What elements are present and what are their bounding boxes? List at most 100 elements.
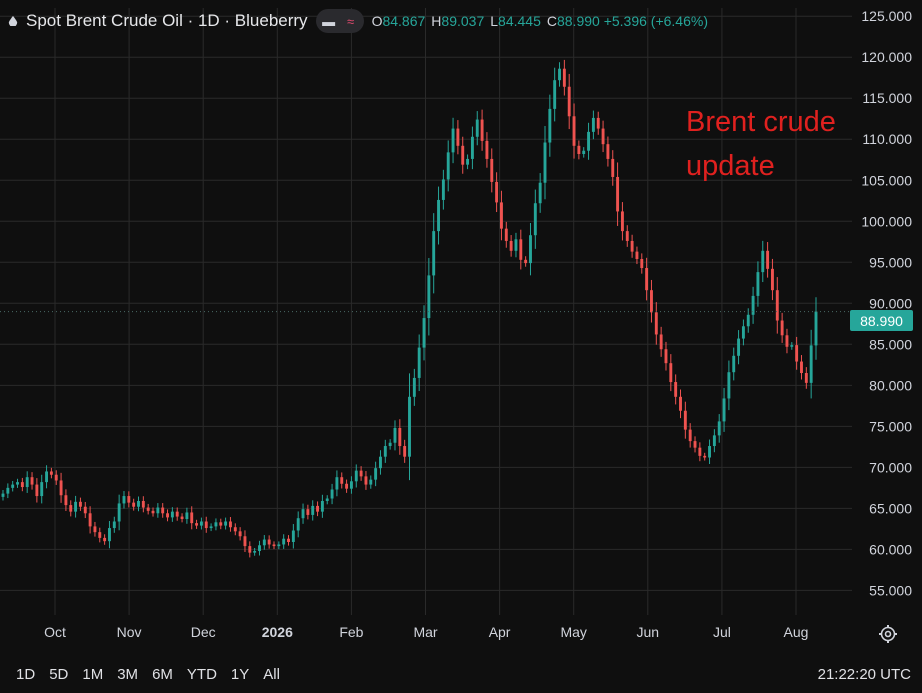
- y-tick-label: 90.000: [869, 295, 912, 311]
- candle-body: [311, 505, 315, 515]
- candle-body: [499, 202, 503, 229]
- candle-body: [262, 539, 266, 546]
- candle-body: [558, 68, 561, 81]
- y-tick-label: 125.000: [861, 8, 912, 24]
- candle-body: [533, 203, 537, 236]
- candle-body: [345, 483, 349, 489]
- candle-body: [470, 136, 474, 159]
- candle-body: [272, 544, 276, 547]
- candle-body: [746, 314, 750, 327]
- candle-body: [112, 521, 116, 529]
- chart-title[interactable]: Spot Brent Crude Oil · 1D · Blueberry: [26, 11, 308, 30]
- ohlc-close: C88.990 +5.396 (+6.46%): [546, 13, 708, 29]
- candle-body: [698, 447, 702, 456]
- candle-body: [529, 235, 532, 264]
- y-tick-label: 95.000: [869, 254, 912, 270]
- candle-body: [35, 484, 39, 497]
- oil-drop-icon: [8, 16, 18, 26]
- candle-body: [166, 513, 169, 518]
- candle-body: [761, 250, 765, 273]
- candle-body: [606, 144, 610, 159]
- candle-body: [785, 335, 789, 347]
- candle-body: [108, 528, 111, 542]
- candle-body: [151, 510, 155, 514]
- x-tick-label: Dec: [191, 624, 216, 640]
- range-button-5d[interactable]: 5D: [49, 666, 69, 683]
- candle-body: [228, 521, 232, 528]
- candle-body: [809, 345, 813, 383]
- minus-icon[interactable]: ▬: [322, 13, 336, 29]
- candle-body: [49, 471, 53, 475]
- candle-body: [451, 128, 455, 153]
- chart-annotation: Brent crude update: [686, 100, 836, 188]
- candle-body: [137, 500, 140, 507]
- candle-body: [393, 427, 397, 443]
- indicator-toggle-group[interactable]: ▬ ≈: [315, 9, 364, 33]
- candle-body: [388, 442, 392, 447]
- candle-body: [437, 199, 440, 232]
- candle-body: [422, 318, 426, 348]
- utc-clock[interactable]: 21:22:20 UTC: [817, 666, 911, 683]
- x-tick-label: Feb: [339, 624, 363, 640]
- candle-body: [88, 513, 92, 527]
- y-tick-label: 70.000: [869, 459, 912, 475]
- candle-body: [316, 505, 320, 512]
- wave-icon[interactable]: ≈: [346, 13, 355, 29]
- candle-body: [258, 545, 261, 552]
- candle-body: [519, 239, 523, 260]
- range-button-1d[interactable]: 1D: [16, 666, 36, 683]
- range-button-1y[interactable]: 1Y: [230, 666, 250, 683]
- candle-body: [335, 477, 339, 490]
- candle-body: [732, 355, 736, 373]
- candle-body: [98, 532, 102, 538]
- last-price-label: 88.990: [850, 310, 913, 331]
- y-tick-label: 75.000: [869, 418, 912, 434]
- candle-body: [6, 487, 10, 494]
- x-tick-label: May: [560, 624, 586, 640]
- annotation-line-2: update: [686, 150, 775, 182]
- ohlc-high: H89.037: [431, 13, 485, 29]
- candle-body: [296, 518, 300, 531]
- candle-body: [441, 179, 445, 200]
- candle-body: [403, 446, 407, 457]
- candle-body: [74, 501, 78, 512]
- candle-body: [674, 382, 678, 397]
- candle-body: [543, 142, 547, 183]
- candle-body: [654, 312, 658, 335]
- y-tick-label: 110.000: [862, 131, 912, 147]
- candle-body: [770, 268, 774, 291]
- candle-body: [611, 158, 615, 177]
- candle-body: [204, 521, 208, 529]
- candle-body: [775, 290, 779, 321]
- candle-body: [306, 509, 310, 515]
- candle-body: [562, 68, 566, 87]
- candle-body: [548, 108, 552, 143]
- candle-body: [412, 377, 416, 397]
- candle-body: [349, 481, 353, 489]
- range-button-all[interactable]: All: [263, 666, 280, 683]
- candle-body: [25, 477, 29, 488]
- candle-body: [446, 152, 450, 180]
- candle-body: [645, 268, 649, 291]
- y-tick-label: 55.000: [869, 582, 912, 598]
- candle-body: [650, 290, 653, 313]
- range-button-1m[interactable]: 1M: [82, 666, 104, 683]
- candle-body: [591, 117, 595, 132]
- candle-body: [795, 345, 799, 362]
- candle-body: [374, 468, 378, 480]
- candle-body: [69, 505, 73, 512]
- candle-body: [461, 145, 465, 165]
- candle-body: [703, 455, 707, 458]
- candle-body: [495, 181, 499, 203]
- settings-gear-icon[interactable]: [878, 624, 898, 644]
- candle-body: [199, 521, 203, 526]
- range-button-ytd[interactable]: YTD: [186, 666, 217, 683]
- candle-body: [664, 349, 668, 364]
- range-button-6m[interactable]: 6M: [152, 666, 173, 683]
- candle-body: [790, 345, 794, 347]
- range-button-3m[interactable]: 3M: [117, 666, 139, 683]
- candle-body: [490, 158, 494, 182]
- candle-body: [630, 240, 634, 252]
- range-buttons: 1D 5D 1M 3M 6M YTD 1Y All: [10, 666, 286, 683]
